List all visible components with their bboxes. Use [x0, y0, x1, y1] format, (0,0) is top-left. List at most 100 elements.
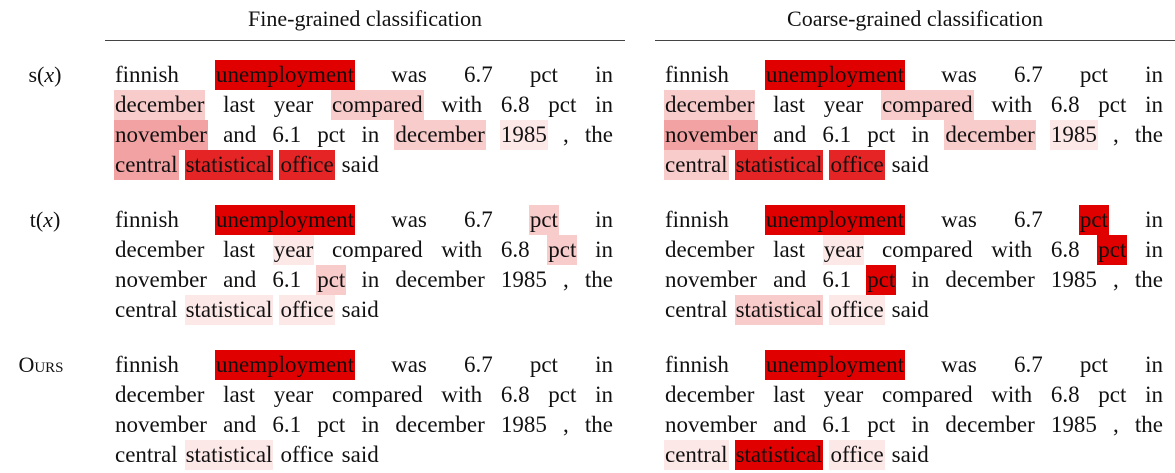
attribution-token: december	[114, 90, 206, 120]
attribution-token: central	[664, 440, 729, 470]
attribution-token: said	[341, 297, 379, 322]
text-line: finnish unemployment was 6.7 pct in	[114, 60, 614, 90]
attribution-token: november	[114, 120, 208, 150]
attribution-token: unemployment	[765, 205, 905, 235]
attribution-token: and	[773, 412, 807, 437]
row-label-t-close: )	[52, 207, 61, 232]
attribution-token: november	[115, 267, 207, 292]
attribution-token: and	[223, 122, 257, 147]
text-line: december last year compared with 6.8 pct in	[664, 380, 1164, 410]
attribution-token: november	[115, 412, 207, 437]
attribution-token: year	[273, 92, 314, 117]
attribution-token: office	[279, 150, 335, 180]
attribution-token: compared	[330, 90, 424, 120]
attribution-token: was	[941, 62, 977, 87]
attribution-token: compared	[880, 90, 974, 120]
text-line: november and 6.1 pct in december 1985, the	[664, 265, 1164, 295]
attribution-token: in	[595, 382, 613, 407]
attribution-token: december	[115, 382, 205, 407]
attribution-token: said	[891, 297, 929, 322]
attribution-token: 6.1	[272, 122, 302, 147]
attribution-token: and	[223, 412, 257, 437]
text-line: central statistical office said	[664, 440, 1164, 470]
attribution-token: pct	[529, 352, 558, 377]
attribution-token: 1985	[500, 267, 547, 292]
attribution-token: the	[1134, 412, 1163, 437]
attribution-token: pct	[548, 382, 577, 407]
attribution-token: last	[773, 92, 806, 117]
attribution-token: december	[945, 267, 1035, 292]
attribution-token: pct	[529, 62, 558, 87]
attribution-token: compared	[881, 237, 973, 262]
attribution-token: finnish	[665, 62, 729, 87]
text-line: central statistical office said	[114, 150, 614, 180]
attribution-token: office	[280, 442, 334, 467]
attribution-token: finnish	[665, 207, 729, 232]
attribution-token: and	[773, 267, 807, 292]
attribution-token: pct	[1079, 62, 1108, 87]
attribution-token: in	[595, 62, 613, 87]
attribution-token: december	[115, 237, 205, 262]
attribution-token: pct	[1098, 382, 1127, 407]
attribution-token: unemployment	[215, 60, 355, 90]
attribution-token: said	[891, 152, 929, 177]
attribution-token: with	[441, 237, 483, 262]
attribution-token: in	[1145, 207, 1163, 232]
attribution-token: was	[391, 352, 427, 377]
attribution-token: finnish	[665, 352, 729, 377]
fine-grained-header: Fine-grained classification	[248, 6, 482, 31]
attribution-token: in	[911, 122, 930, 147]
attribution-token: pct	[316, 265, 347, 295]
attribution-token: in	[361, 412, 380, 437]
attribution-token: ,	[562, 412, 569, 437]
coarse-header-rule	[655, 40, 1175, 41]
attribution-token: 6.1	[272, 267, 302, 292]
attribution-token: in	[595, 352, 613, 377]
attribution-token: year	[823, 382, 864, 407]
attribution-token: central	[665, 297, 728, 322]
attribution-token: unemployment	[215, 350, 355, 380]
text-line: december last year compared with 6.8 pct in	[114, 380, 614, 410]
row-label-s: s(x)	[0, 62, 90, 88]
attribution-token: and	[773, 122, 807, 147]
attribution-token: unemployment	[215, 205, 355, 235]
attribution-token: statistical	[734, 295, 824, 325]
attribution-token: finnish	[115, 62, 179, 87]
attribution-token: office	[829, 440, 885, 470]
attribution-token: year	[822, 235, 865, 265]
cell-s-fine: finnish unemployment was 6.7 pct in december la…	[114, 60, 614, 180]
attribution-token: pct	[866, 265, 897, 295]
attribution-token: in	[1145, 352, 1163, 377]
text-line: december last year compared with 6.8 pct in	[664, 235, 1164, 265]
attribution-token: the	[1134, 122, 1163, 147]
attribution-token: in	[911, 412, 930, 437]
attribution-token: 6.8	[500, 237, 530, 262]
attribution-token: in	[595, 237, 613, 262]
attribution-token: pct	[867, 122, 896, 147]
attribution-token: in	[911, 267, 930, 292]
text-line: november and 6.1 pct in december 1985, the	[664, 410, 1164, 440]
attribution-token: compared	[331, 237, 423, 262]
attribution-token: 1985	[1049, 120, 1098, 150]
attribution-token: december	[395, 267, 485, 292]
attribution-token: the	[584, 267, 613, 292]
attribution-token: with	[441, 382, 483, 407]
attribution-token: in	[1145, 62, 1163, 87]
attribution-token: central	[114, 150, 179, 180]
attribution-token: statistical	[184, 295, 274, 325]
attribution-token: in	[595, 207, 613, 232]
attribution-token: 6.8	[1050, 237, 1080, 262]
cell-t-fine: finnish unemployment was 6.7 pct in december la…	[114, 205, 614, 325]
text-line: finnish unemployment was 6.7 pct in	[114, 205, 614, 235]
attribution-token: 6.8	[1050, 92, 1080, 117]
attribution-token: in	[1145, 92, 1163, 117]
attribution-token: statistical	[734, 440, 824, 470]
attribution-token: december	[945, 412, 1035, 437]
text-line: november and 6.1 pct in december 1985, the	[664, 120, 1164, 150]
attribution-token: office	[829, 295, 885, 325]
text-line: november and 6.1 pct in december 1985, the	[114, 410, 614, 440]
attribution-token: 1985	[1050, 267, 1097, 292]
attribution-token: 6.7	[1013, 207, 1043, 232]
attribution-token: ,	[1112, 122, 1119, 147]
attribution-token: central	[664, 150, 729, 180]
